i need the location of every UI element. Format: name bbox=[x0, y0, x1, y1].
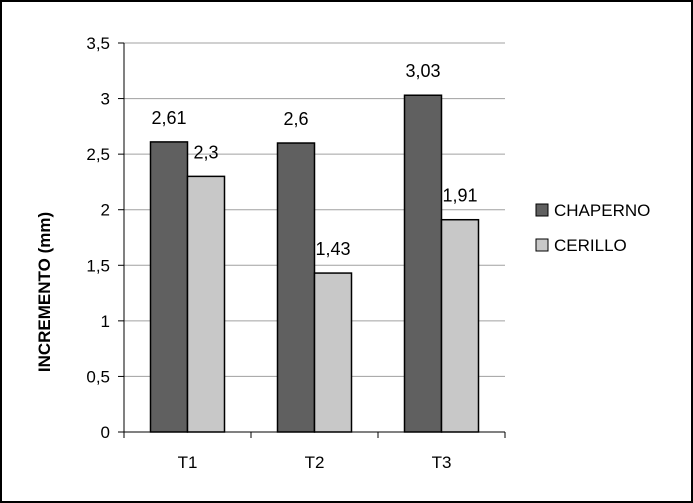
bar-cerillo-t3 bbox=[440, 218, 480, 433]
y-axis-title: INCREMENTO (mm) bbox=[35, 212, 54, 372]
data-label: 1,91 bbox=[442, 186, 477, 206]
data-label: 3,03 bbox=[405, 61, 440, 81]
y-tick-label: 1,5 bbox=[86, 256, 110, 275]
axes: 0 0,5 1 1,5 2 2,5 3 3,5 T1 T2 T3 bbox=[86, 34, 506, 472]
x-category-label: T1 bbox=[178, 453, 198, 472]
y-tick-label: 3 bbox=[101, 90, 110, 109]
data-label: 2,6 bbox=[283, 109, 308, 129]
bar-chaperno-t3 bbox=[403, 94, 443, 433]
y-tick-label: 2 bbox=[101, 201, 110, 220]
bars bbox=[149, 94, 480, 433]
legend: CHAPERNO CERILLO bbox=[535, 201, 650, 255]
x-category-label: T2 bbox=[305, 453, 325, 472]
legend-label-chaperno: CHAPERNO bbox=[554, 201, 650, 220]
y-tick-label: 2,5 bbox=[86, 145, 110, 164]
data-labels: 2,61 2,3 2,6 1,43 3,03 1,91 bbox=[151, 61, 477, 259]
data-label: 2,61 bbox=[151, 108, 186, 128]
y-tick-label: 0,5 bbox=[86, 367, 110, 386]
x-category-label: T3 bbox=[432, 453, 452, 472]
data-label: 1,43 bbox=[315, 239, 350, 259]
bar-cerillo-t2 bbox=[313, 272, 353, 433]
legend-swatch-chaperno bbox=[535, 203, 549, 217]
data-label: 2,3 bbox=[193, 142, 218, 162]
bar-chaperno-t1 bbox=[149, 141, 189, 433]
legend-label-cerillo: CERILLO bbox=[554, 236, 627, 255]
legend-swatch-cerillo bbox=[535, 238, 549, 252]
y-tick-label: 1 bbox=[101, 312, 110, 331]
bar-cerillo-t1 bbox=[186, 175, 226, 433]
y-tick-label: 0 bbox=[101, 423, 110, 442]
y-tick-label: 3,5 bbox=[86, 34, 110, 53]
bar-chaperno-t2 bbox=[276, 142, 316, 433]
